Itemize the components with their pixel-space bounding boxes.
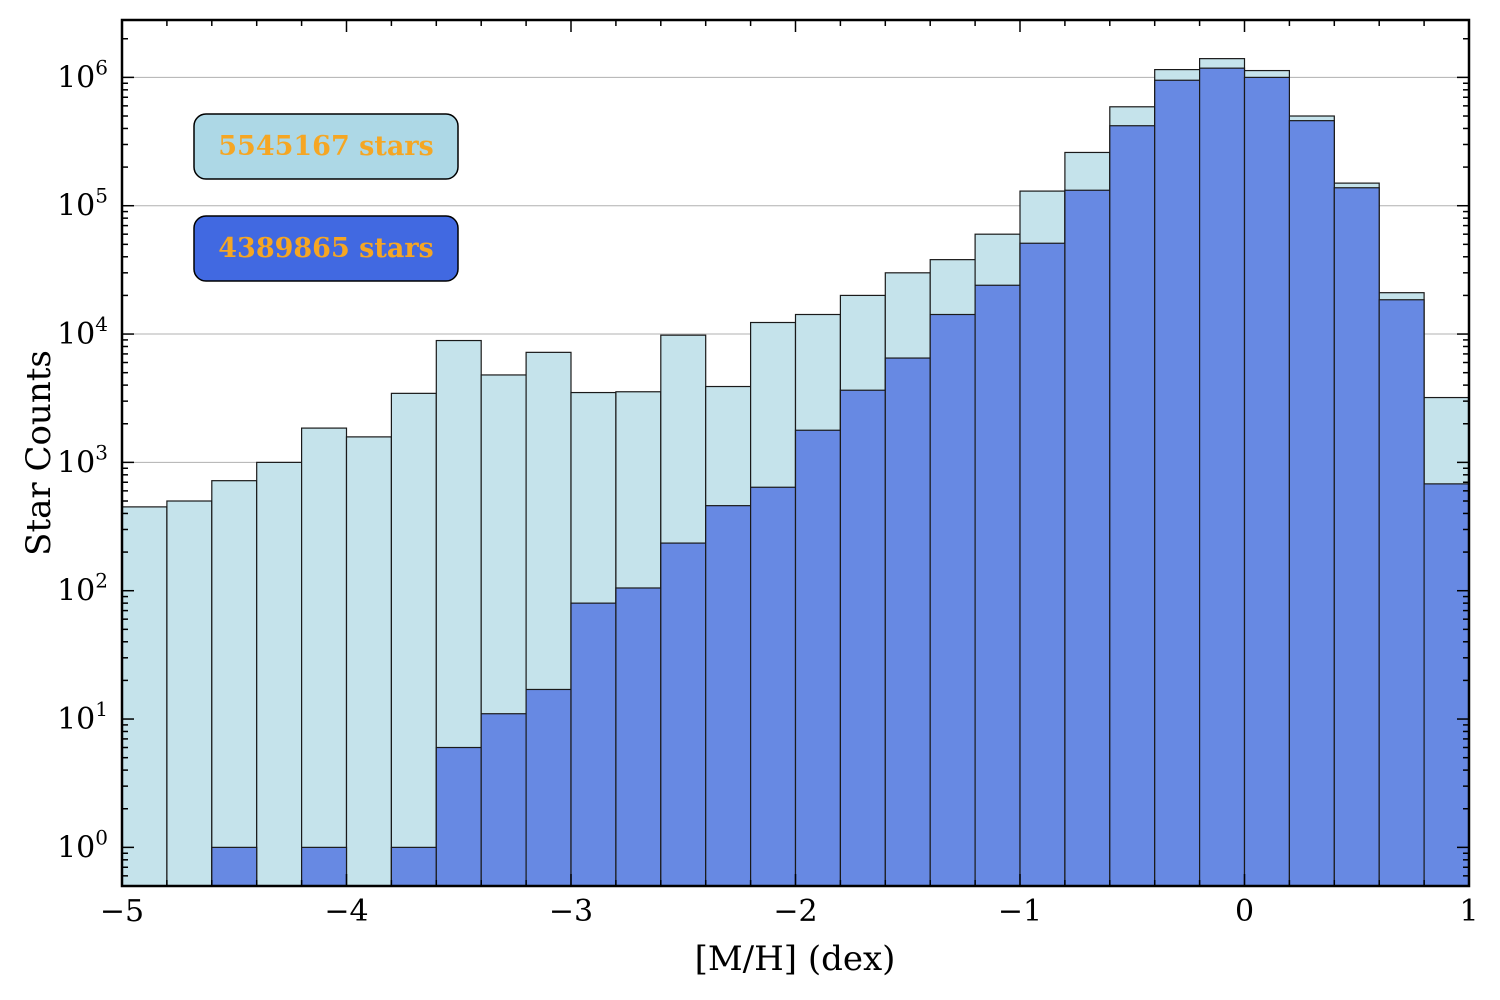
bar-selected-stars	[974, 284, 1021, 887]
y-tick-label: 104	[57, 312, 108, 352]
x-axis-title: [M/H] (dex)	[695, 939, 896, 979]
bar-selected-stars	[480, 713, 527, 887]
bar-selected-stars	[525, 688, 572, 887]
bar-selected-stars	[1064, 189, 1111, 887]
legend-label-selected: 4389865 stars	[218, 233, 434, 264]
bar-all-stars	[390, 392, 437, 887]
bar-selected-stars	[301, 846, 348, 887]
y-axis-title: Star Counts	[19, 350, 59, 556]
x-tick-labels: −5 −4 −3 −2 −1 0 1	[100, 894, 1479, 929]
legend-label-all: 5545167 stars	[218, 131, 434, 162]
bar-selected-stars	[794, 429, 842, 887]
bar-selected-stars	[211, 846, 258, 887]
y-tick-label: 101	[57, 697, 108, 737]
bar-selected-stars	[570, 602, 617, 887]
bar-selected-stars	[1154, 79, 1201, 887]
y-tick-label: 105	[57, 184, 108, 224]
bar-selected-stars	[1333, 187, 1380, 887]
legend-box-all	[193, 113, 459, 180]
bar-all-stars	[211, 480, 258, 887]
x-tick-label: −3	[549, 894, 593, 929]
y-tick-label: 106	[57, 55, 108, 95]
y-tick-label: 103	[57, 440, 108, 480]
bar-all-stars	[121, 506, 168, 887]
bar-all-stars	[166, 500, 213, 887]
bar-selected-stars	[929, 313, 976, 887]
x-tick-label: 0	[1235, 894, 1254, 929]
x-tick-label: −1	[998, 894, 1042, 929]
bar-selected-stars	[1198, 67, 1246, 887]
legend-box-selected	[193, 215, 459, 282]
bar-selected-stars	[1288, 120, 1335, 887]
y-tick-label: 100	[57, 825, 108, 865]
plot-frame	[120, 18, 1471, 888]
bar-selected-stars	[705, 505, 752, 887]
bar-selected-stars	[1423, 483, 1470, 887]
y-tick-label: 102	[57, 569, 108, 609]
legend: 5545167 stars 4389865 stars	[193, 113, 459, 282]
bar-selected-stars	[749, 486, 797, 887]
bar-selected-stars	[660, 542, 707, 887]
bar-all-stars	[301, 427, 348, 887]
bar-selected-stars	[435, 746, 482, 887]
x-tick-label: 1	[1459, 894, 1478, 929]
bar-selected-stars	[1378, 299, 1425, 887]
bar-selected-stars	[1243, 76, 1291, 887]
x-tick-label: −2	[773, 894, 817, 929]
bar-selected-stars	[1109, 125, 1156, 887]
series-selected-stars	[211, 67, 1470, 887]
bar-selected-stars	[390, 846, 437, 887]
x-tick-label: −5	[100, 894, 144, 929]
x-tick-label: −4	[324, 894, 368, 929]
bar-selected-stars	[839, 389, 886, 887]
bar-all-stars	[345, 436, 393, 887]
bar-selected-stars	[1019, 242, 1066, 887]
bar-all-stars	[256, 461, 303, 887]
bar-selected-stars	[615, 587, 662, 887]
y-tick-labels: 100 101 102 103 104 105 106	[57, 55, 108, 865]
bar-selected-stars	[884, 357, 931, 887]
